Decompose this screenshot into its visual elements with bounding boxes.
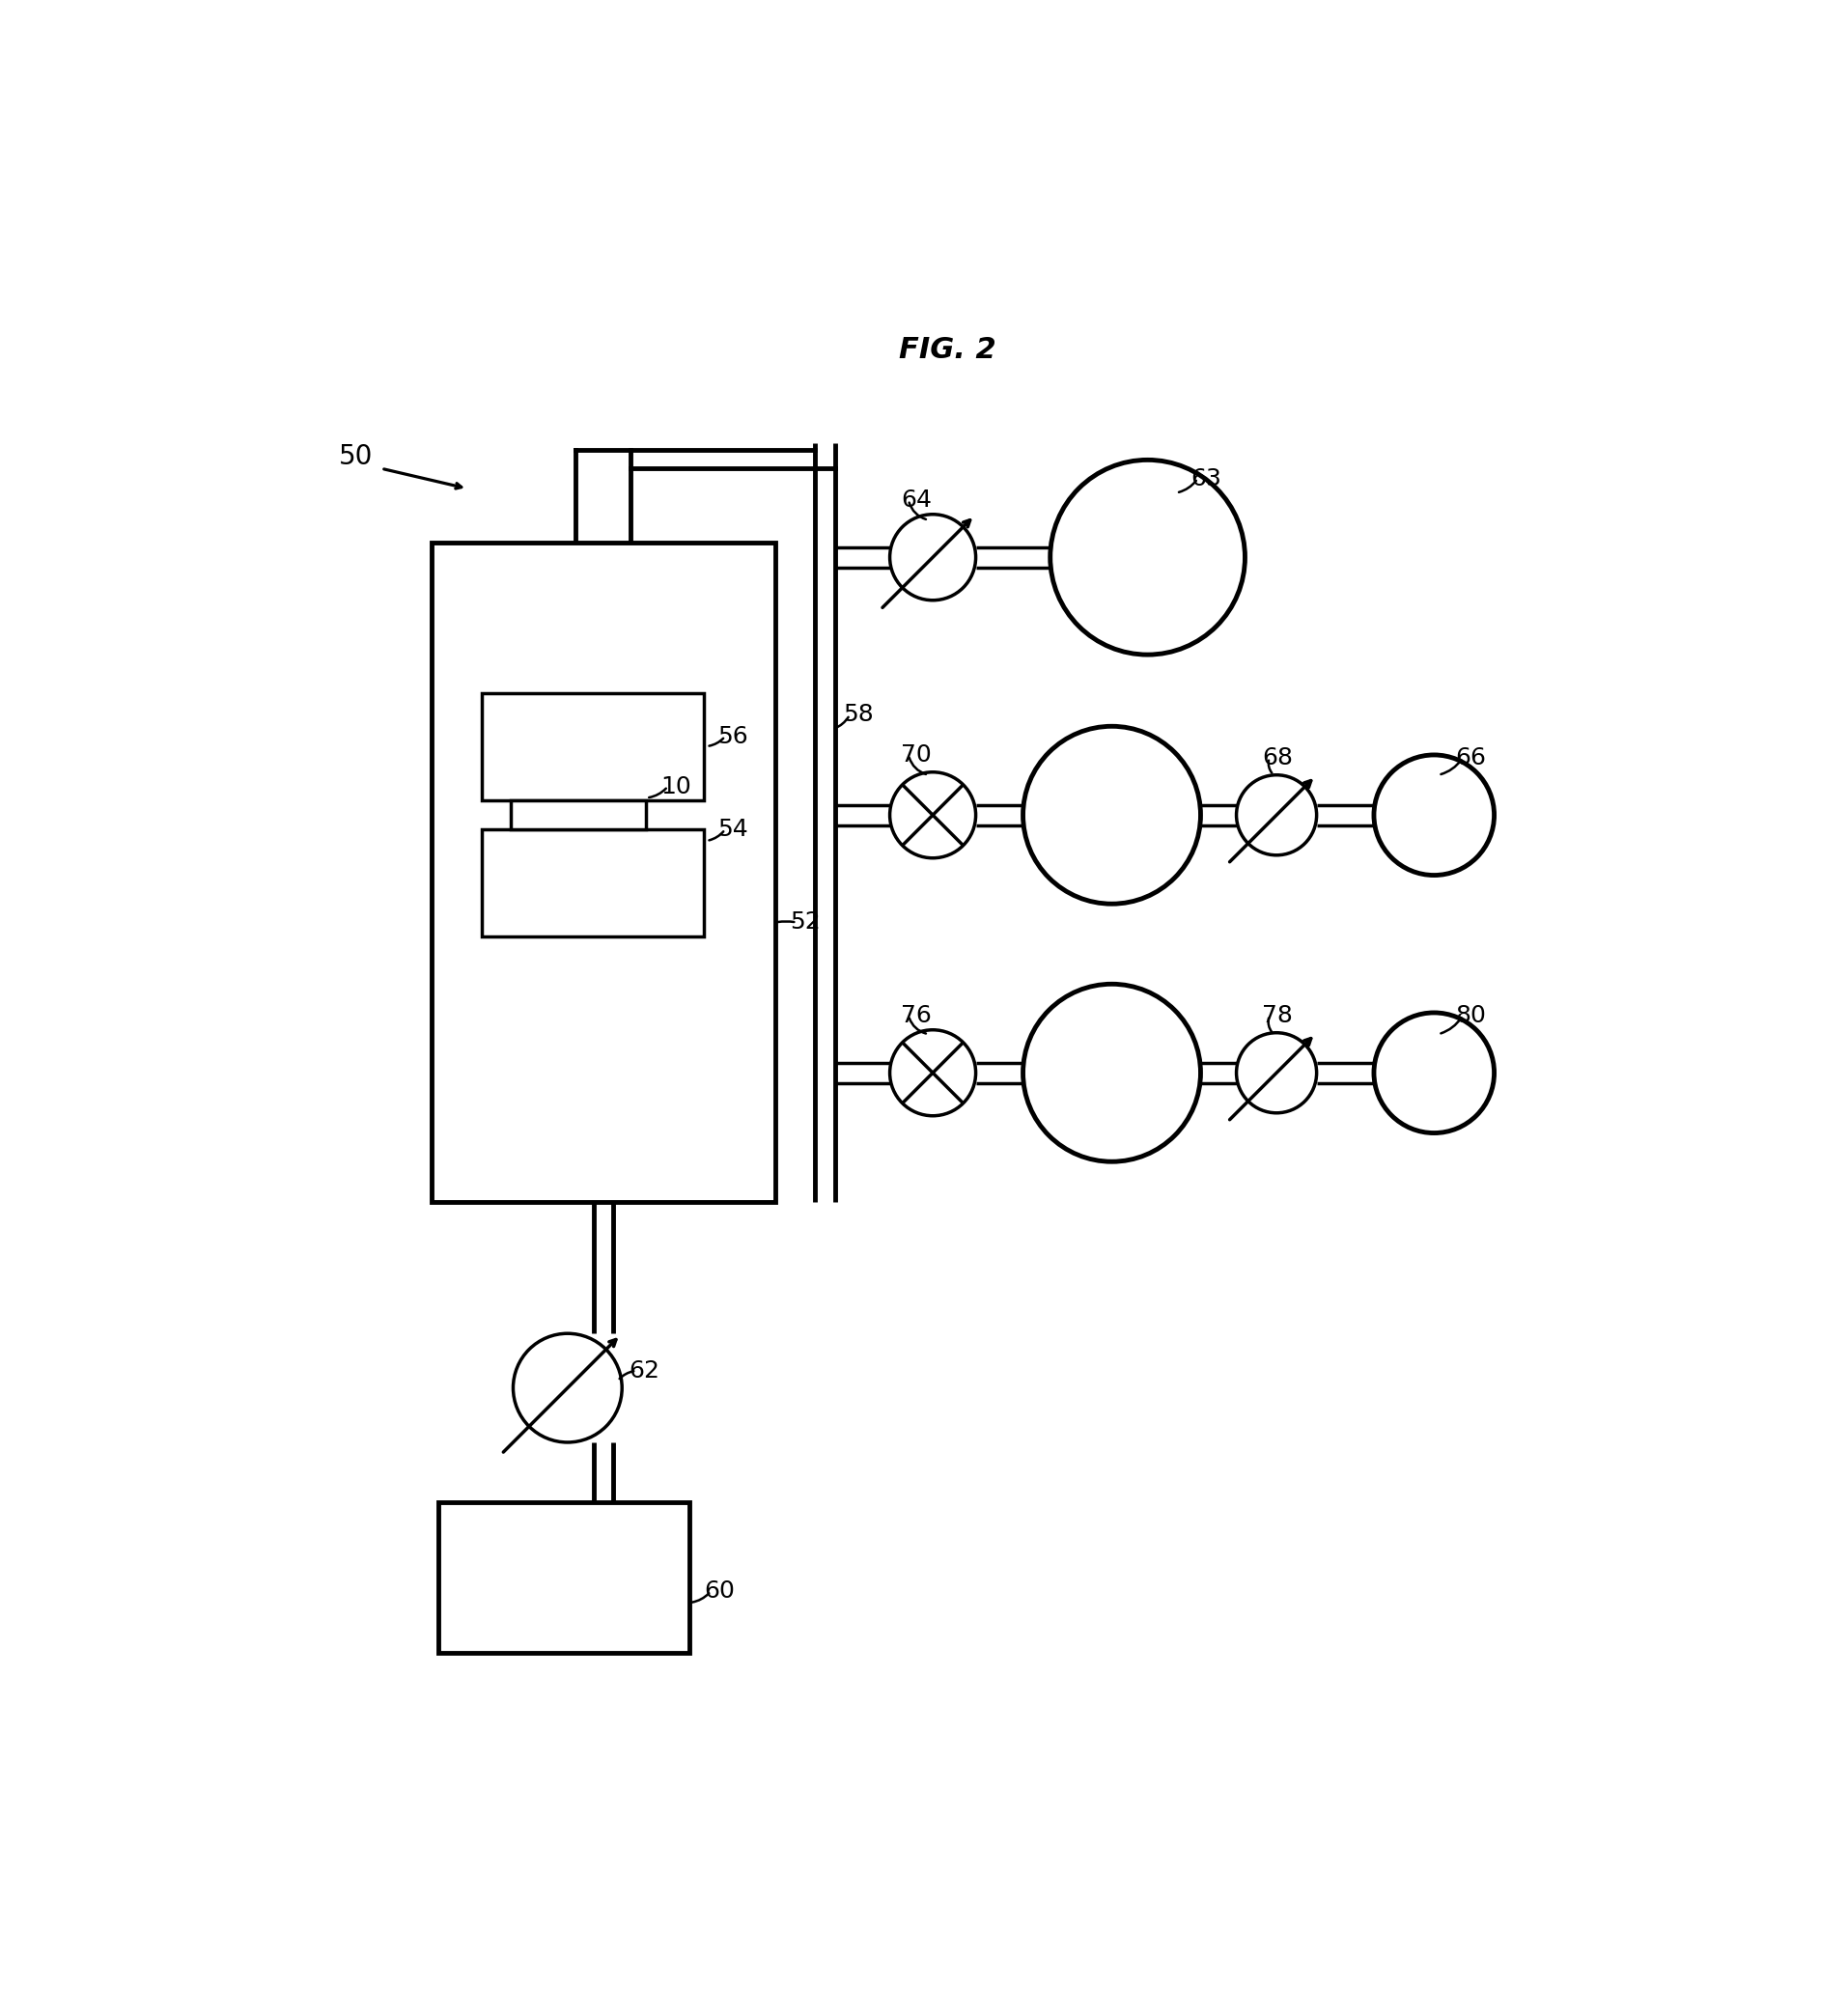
Circle shape [1024, 726, 1201, 903]
Text: 10: 10 [662, 774, 691, 798]
Text: 64: 64 [902, 489, 931, 511]
Text: FIG. 2: FIG. 2 [898, 336, 996, 364]
Text: 58: 58 [843, 704, 874, 726]
Bar [482, 694, 704, 800]
Text: 52: 52 [789, 911, 821, 933]
Text: 66: 66 [1456, 746, 1486, 770]
Circle shape [1373, 1014, 1495, 1132]
Circle shape [1373, 754, 1495, 875]
Bar [510, 800, 647, 829]
Text: 50: 50 [338, 444, 373, 471]
Text: 60: 60 [704, 1581, 734, 1603]
Text: 56: 56 [719, 724, 748, 748]
Text: 78: 78 [1262, 1003, 1294, 1028]
Circle shape [1024, 983, 1201, 1162]
Text: 68: 68 [1262, 746, 1294, 770]
Circle shape [1236, 1034, 1316, 1112]
Text: 80: 80 [1456, 1003, 1486, 1028]
Text: 54: 54 [719, 818, 748, 841]
Circle shape [1236, 774, 1316, 855]
Bar [482, 829, 704, 937]
Text: 70: 70 [902, 744, 931, 766]
Circle shape [891, 1030, 976, 1116]
Text: 76: 76 [902, 1003, 931, 1028]
Bar [432, 543, 776, 1203]
Circle shape [1050, 461, 1246, 656]
Circle shape [891, 772, 976, 859]
Bar [438, 1502, 689, 1653]
Circle shape [891, 515, 976, 599]
Text: 63: 63 [1190, 467, 1222, 491]
Circle shape [514, 1333, 623, 1442]
Text: 62: 62 [628, 1359, 660, 1382]
